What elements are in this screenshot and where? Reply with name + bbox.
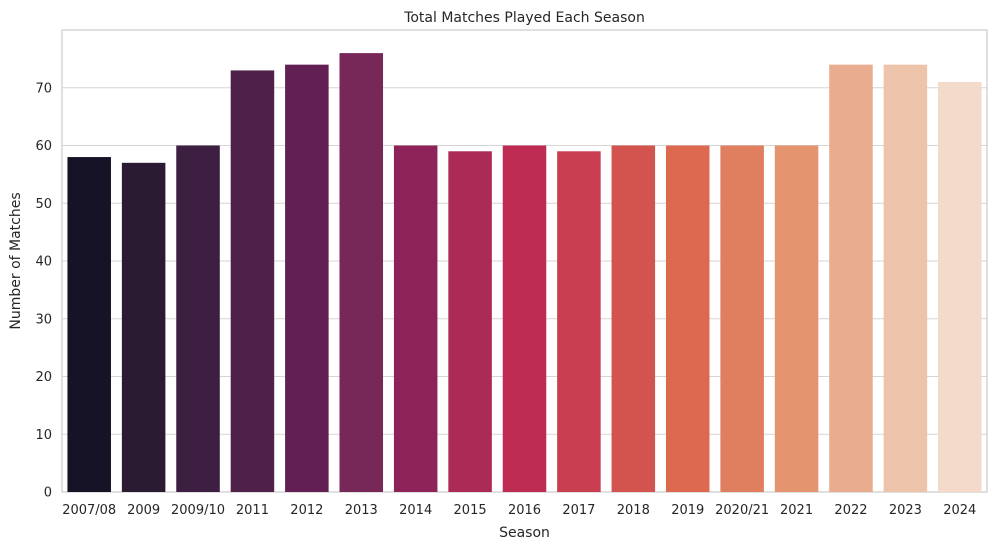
x-tick-label: 2017 [562,503,595,518]
x-tick-label: 2013 [345,503,378,518]
y-tick-label: 0 [44,486,52,501]
x-tick-label: 2015 [454,503,487,518]
bar-2013 [339,53,384,492]
x-tick-label: 2022 [834,503,867,518]
y-tick-label: 20 [35,370,52,385]
bar-2022 [829,64,873,493]
x-tick-label: 2012 [290,503,323,518]
bar-2016 [502,145,547,492]
bar-2021 [774,145,819,492]
chart-title: Total Matches Played Each Season [403,10,645,26]
bar-2017 [557,151,601,492]
bar-2018 [611,145,656,492]
bar-2014 [393,145,438,492]
x-axis-label: Season [499,525,550,541]
bar-2024 [938,81,982,492]
y-axis-label: Number of Matches [8,192,24,329]
y-axis-ticks: 0 10 20 30 40 50 60 70 [35,81,52,500]
y-tick-label: 30 [35,312,52,327]
y-tick-label: 10 [35,428,52,443]
x-tick-label: 2018 [617,503,650,518]
x-tick-label: 2014 [399,503,432,518]
bar-2009-10 [176,145,220,492]
x-tick-label: 2009/10 [171,503,225,518]
x-tick-label: 2021 [780,503,813,518]
x-tick-label: 2024 [943,503,976,518]
bars [67,53,982,493]
bar-2009 [121,162,166,492]
x-tick-label: 2023 [889,503,922,518]
x-axis-ticks: 2007/08 2009 2009/10 2011 2012 2013 2014 2015 20… [62,503,976,518]
bar-2011 [230,70,275,493]
x-tick-label: 2011 [236,503,269,518]
y-tick-label: 60 [35,139,52,154]
x-tick-label: 2007/08 [62,503,116,518]
bar-2015 [448,151,492,492]
bar-2007-08 [67,157,111,493]
x-tick-label: 2019 [671,503,704,518]
bar-2012 [285,64,329,493]
y-tick-label: 50 [35,197,52,212]
y-tick-label: 70 [35,81,52,96]
bar-2023 [883,64,928,493]
x-tick-label: 2016 [508,503,541,518]
y-tick-label: 40 [35,255,52,270]
bar-2019 [665,145,710,492]
x-tick-label: 2009 [127,503,160,518]
bar-2020-21 [720,145,764,492]
x-tick-label: 2020/21 [715,503,769,518]
